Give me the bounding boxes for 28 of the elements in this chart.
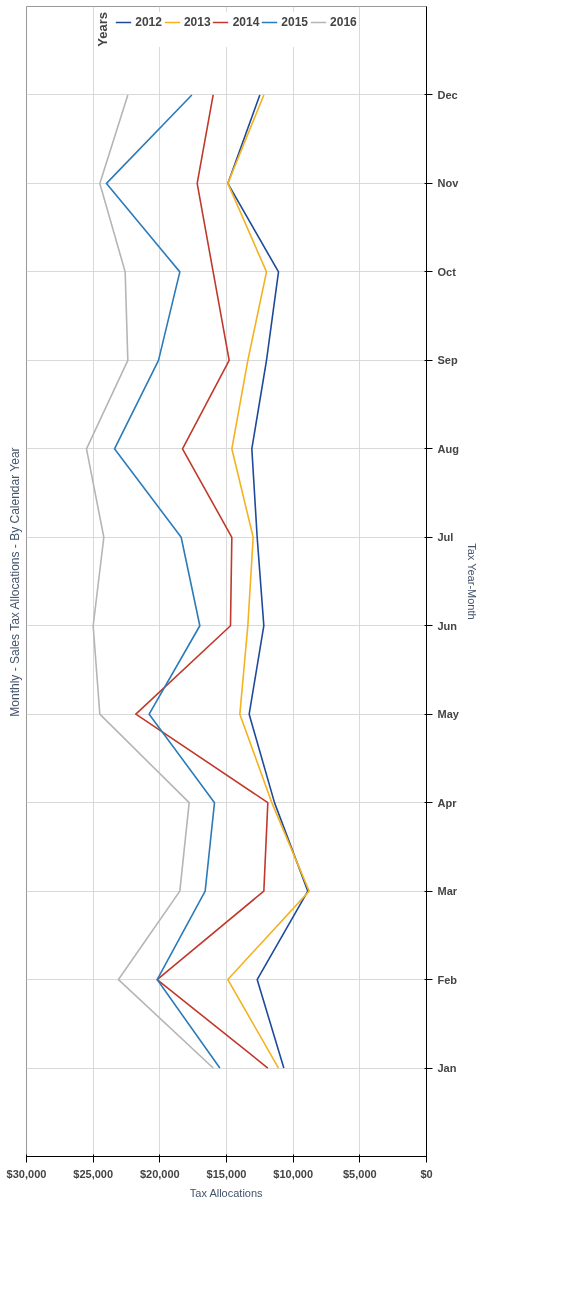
y-tick-label: Oct — [437, 265, 457, 278]
legend-label: 2015 — [281, 15, 309, 29]
y-tick-label: Aug — [437, 442, 459, 455]
y-tick-label: Apr — [437, 796, 458, 809]
x-tick-label: $5,000 — [343, 1167, 377, 1180]
legend-label: 2014 — [232, 15, 260, 29]
x-tick-label: $15,000 — [206, 1167, 247, 1180]
legend-label: 2013 — [183, 15, 211, 29]
x-tick-label: $0 — [420, 1167, 433, 1180]
y-axis-title: Tax Year-Month — [465, 543, 478, 620]
legend-label: 2012 — [135, 15, 162, 29]
legend-title: Years — [95, 12, 111, 47]
y-tick-label: Nov — [437, 177, 460, 190]
x-tick-label: $20,000 — [139, 1167, 180, 1180]
y-tick-label: May — [437, 708, 460, 721]
x-tick-label: $25,000 — [73, 1167, 114, 1180]
y-tick-label: Jul — [437, 531, 454, 544]
legend-label: 2016 — [330, 15, 357, 29]
x-axis-title: Tax Allocations — [189, 1186, 264, 1199]
y-tick-label: Jan — [437, 1062, 457, 1075]
y-tick-label: Sep — [437, 354, 458, 367]
x-tick-label: $10,000 — [273, 1167, 314, 1180]
y-tick-label: Dec — [437, 88, 458, 101]
text: Monthly - Sales Tax Allocations - By Calendar Year — [7, 447, 22, 717]
y-tick-label: Feb — [437, 973, 458, 986]
x-tick-label: $30,000 — [6, 1167, 47, 1180]
y-tick-label: Jun — [437, 619, 458, 632]
y-tick-label: Mar — [437, 885, 458, 898]
